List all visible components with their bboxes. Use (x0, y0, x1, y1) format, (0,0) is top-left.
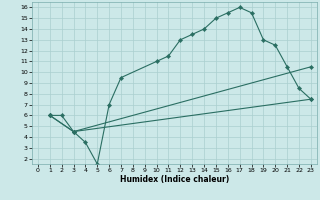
X-axis label: Humidex (Indice chaleur): Humidex (Indice chaleur) (120, 175, 229, 184)
